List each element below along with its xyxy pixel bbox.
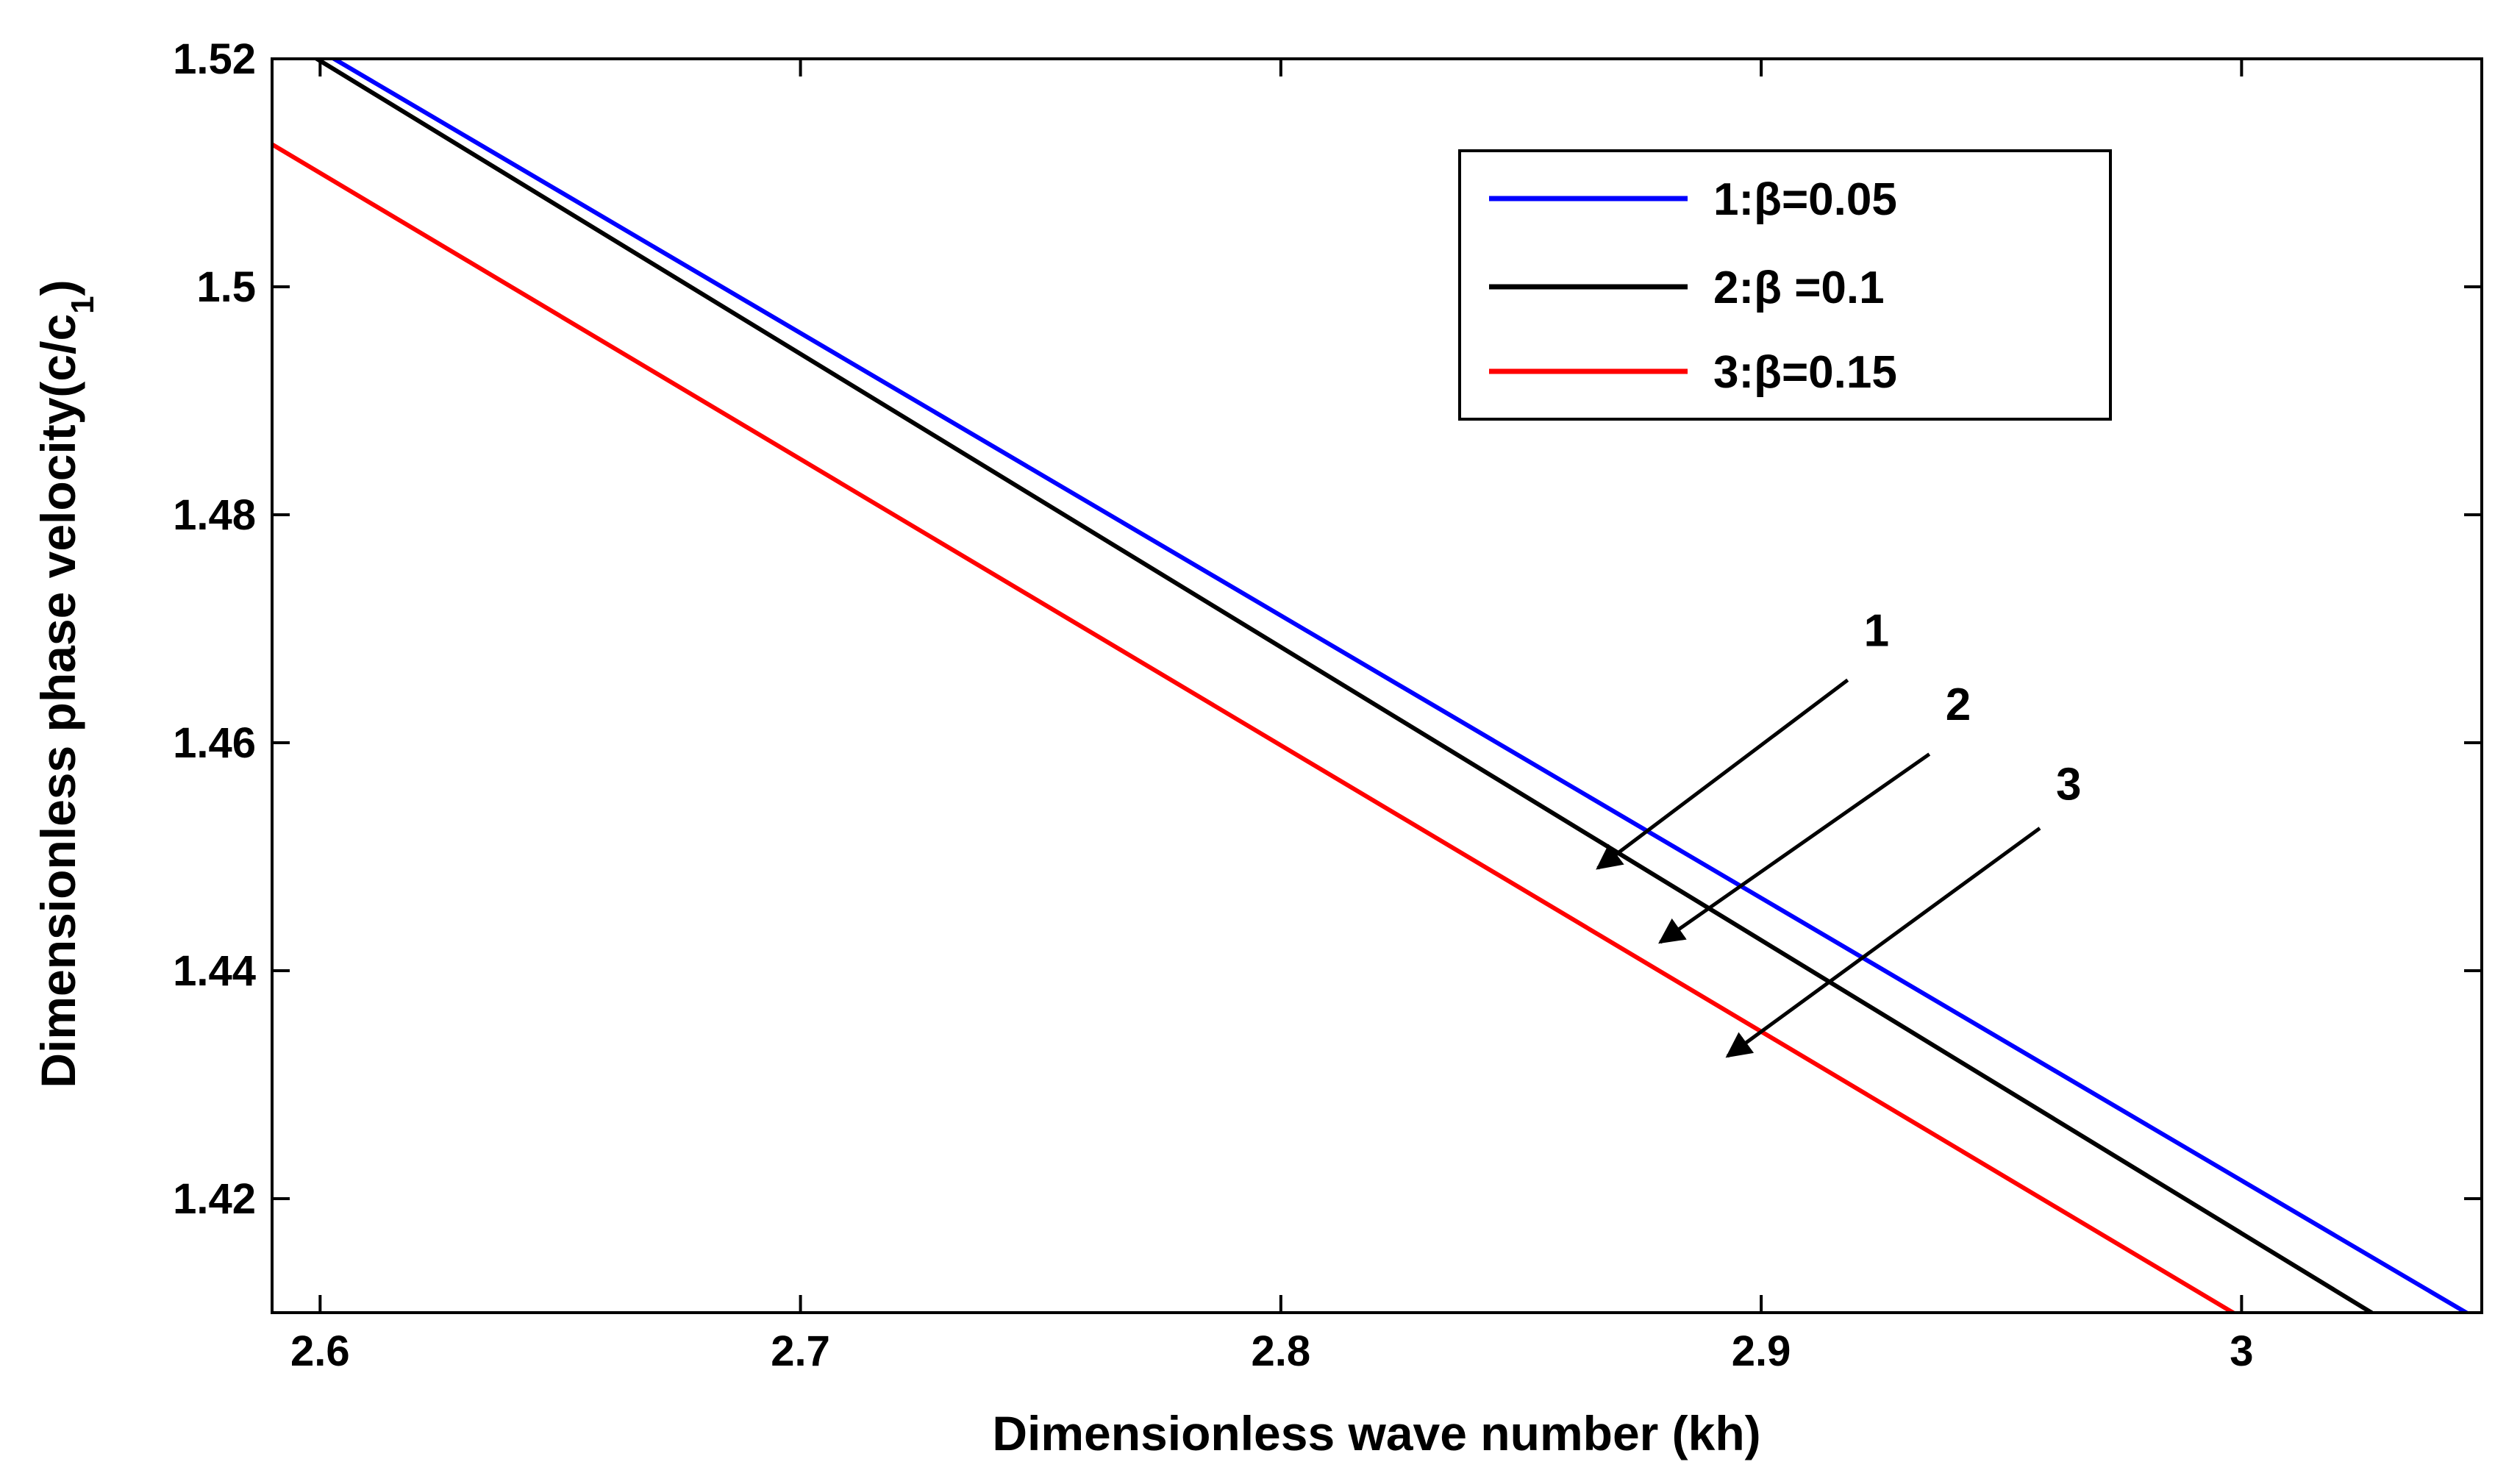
x-tick-label: 3 bbox=[2230, 1327, 2253, 1375]
y-tick-label: 1.52 bbox=[173, 35, 256, 83]
x-tick-label: 2.7 bbox=[771, 1327, 830, 1375]
tick-layer: 2.6 2.7 2.8 2.9 3 1.42 1.44 1.46 1.48 1.5 1.52 bbox=[173, 35, 2482, 1375]
series-line-3 bbox=[272, 142, 2238, 1313]
annotation-arrow-2 bbox=[1658, 752, 1931, 944]
plot-frame bbox=[271, 57, 2483, 1314]
series-layer bbox=[272, 59, 2471, 1313]
y-tick-label: 1.5 bbox=[196, 263, 256, 311]
y-axis-title-main: Dimensionless phase velocity(c/c bbox=[31, 314, 85, 1088]
y-tick-label: 1.46 bbox=[173, 719, 256, 767]
x-axis-title: Dimensionless wave number (kh) bbox=[992, 1406, 1760, 1460]
annotation-arrow-3 bbox=[1725, 827, 2041, 1058]
legend-label-2: 2:β =0.1 bbox=[1713, 263, 1885, 313]
annotation-label-1: 1 bbox=[1864, 605, 1889, 656]
legend-label-1: 1:β=0.05 bbox=[1713, 174, 1897, 225]
annotation-label-3: 3 bbox=[2056, 760, 2081, 810]
legend-label-3: 3:β=0.15 bbox=[1713, 347, 1897, 398]
y-axis-title-close: ) bbox=[31, 279, 85, 296]
y-tick-label: 1.48 bbox=[173, 491, 256, 539]
x-tick-label: 2.9 bbox=[1732, 1327, 1791, 1375]
y-axis-title: Dimensionless phase velocity(c/c1) bbox=[31, 279, 101, 1088]
series-line-1 bbox=[329, 59, 2471, 1313]
y-axis-title-subscript: 1 bbox=[65, 296, 101, 313]
x-tick-label: 2.6 bbox=[290, 1327, 350, 1375]
annotation-label-2: 2 bbox=[1946, 679, 1971, 730]
legend-box bbox=[1458, 149, 2112, 421]
annotation-layer: 1 2 3 bbox=[1596, 605, 2081, 1058]
series-line-2 bbox=[313, 59, 2376, 1313]
y-tick-label: 1.44 bbox=[173, 947, 256, 995]
annotation-arrow-1 bbox=[1596, 678, 1849, 870]
y-tick-label: 1.42 bbox=[173, 1175, 256, 1223]
legend: 1:β=0.05 2:β =0.1 3:β=0.15 bbox=[1458, 149, 2112, 421]
x-tick-label: 2.8 bbox=[1252, 1327, 1311, 1375]
